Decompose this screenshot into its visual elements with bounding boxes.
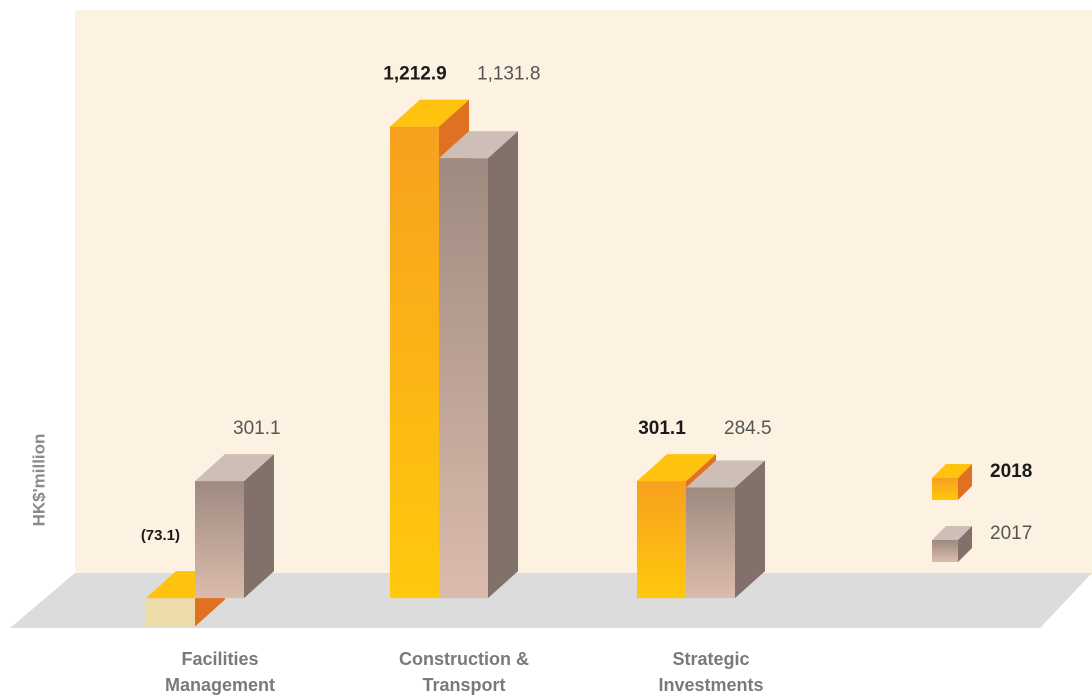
data-label: 301.1 bbox=[638, 418, 686, 439]
bar-front bbox=[439, 158, 488, 599]
bar-top bbox=[439, 131, 518, 159]
data-label: 301.1 bbox=[233, 418, 281, 439]
legend-swatch bbox=[958, 526, 972, 562]
y-axis-label: HK$'million bbox=[29, 434, 48, 527]
bar-side bbox=[488, 131, 518, 599]
x-tick-label-line: Facilities bbox=[181, 649, 258, 669]
legend-label: 2017 bbox=[990, 523, 1032, 544]
data-label: 1,212.9 bbox=[383, 64, 446, 85]
x-tick-label-line: Construction & bbox=[399, 649, 529, 669]
bar bbox=[686, 460, 765, 599]
legend-item: 2017 bbox=[932, 523, 1032, 562]
bar-front bbox=[146, 598, 195, 627]
x-tick-label: Facilities Management bbox=[165, 649, 275, 695]
floor bbox=[10, 573, 1092, 628]
bar-side bbox=[244, 454, 274, 599]
legend-label: 2018 bbox=[990, 461, 1032, 482]
legend-swatch bbox=[932, 478, 958, 500]
legend-swatch bbox=[932, 464, 972, 478]
bar-front bbox=[390, 126, 439, 599]
legend-swatch bbox=[958, 464, 972, 500]
bar-side bbox=[735, 460, 765, 599]
bar bbox=[195, 454, 274, 599]
x-tick-label-line: Strategic bbox=[672, 649, 749, 669]
legend-swatch bbox=[932, 540, 958, 562]
bar-front bbox=[686, 487, 735, 599]
x-tick-label-line: Investments bbox=[658, 675, 763, 695]
bar-front bbox=[195, 481, 244, 599]
bar-top bbox=[686, 460, 765, 488]
bar-top bbox=[637, 454, 716, 482]
x-tick-label: Strategic Investments bbox=[658, 649, 763, 695]
data-label: 284.5 bbox=[724, 418, 772, 439]
x-tick-label-line: Management bbox=[165, 675, 275, 695]
bar bbox=[439, 131, 518, 599]
legend-swatch bbox=[932, 526, 972, 540]
bar-front bbox=[637, 481, 686, 599]
legend-item: 2018 bbox=[932, 461, 1032, 500]
bar-top bbox=[390, 99, 469, 127]
x-tick-label: Construction & Transport bbox=[399, 649, 529, 695]
data-label: (73.1) bbox=[141, 527, 180, 544]
bar-top bbox=[195, 454, 274, 482]
data-label: 1,131.8 bbox=[477, 64, 540, 85]
x-tick-label-line: Transport bbox=[422, 675, 505, 695]
